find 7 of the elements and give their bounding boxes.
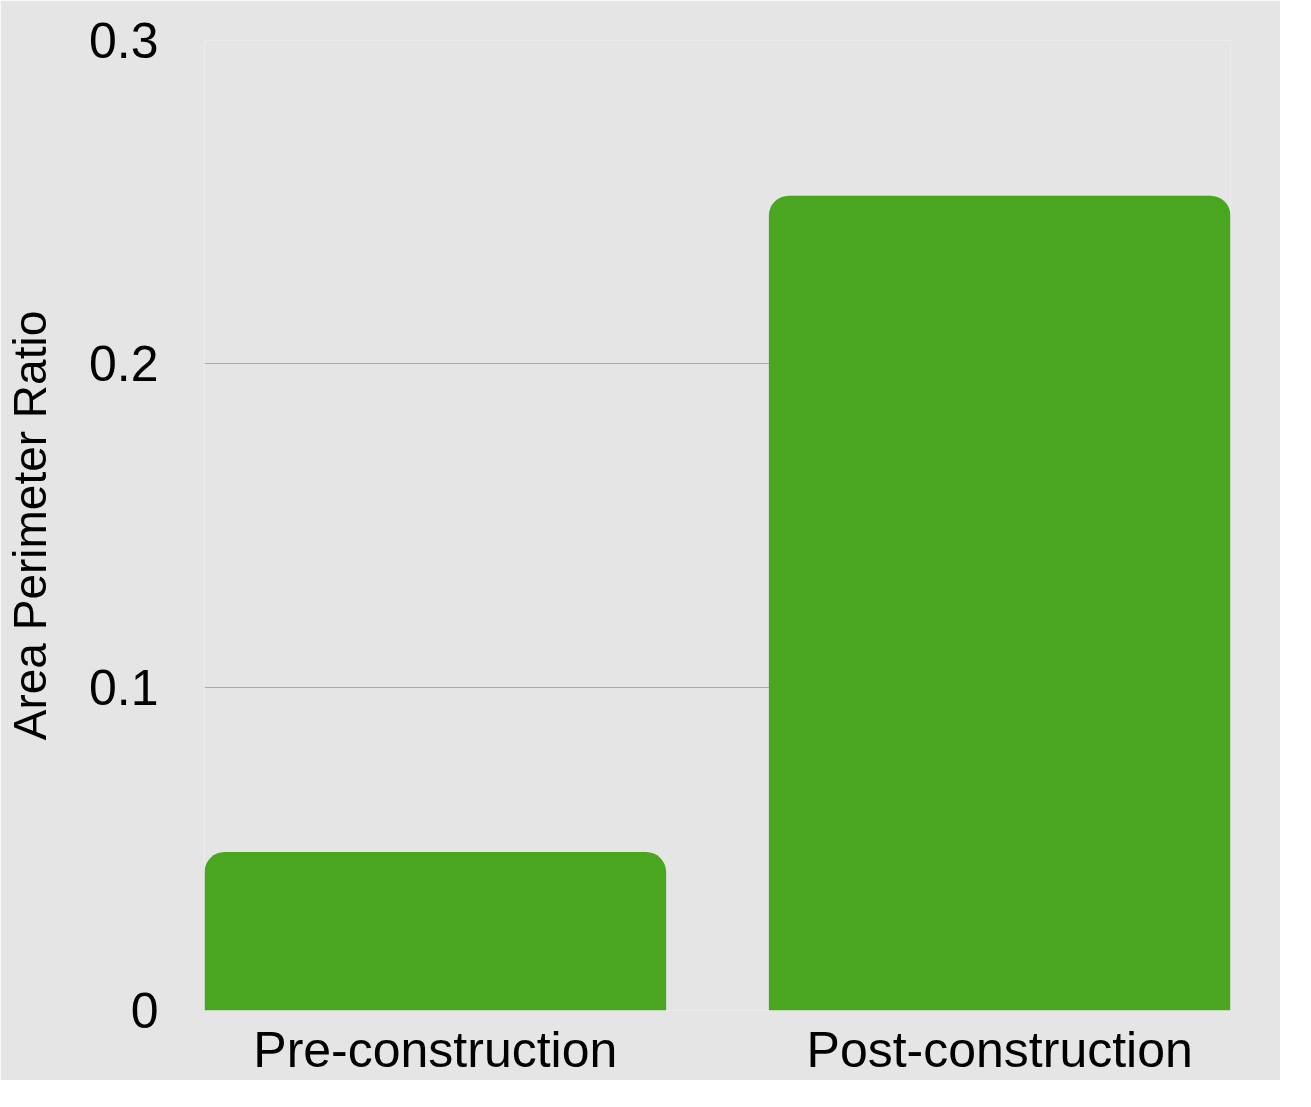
x-tick-label: Post-construction [806,1021,1193,1078]
y-axis-title: Area Perimeter Ratio [3,310,56,741]
y-tick-label: 0 [130,983,159,1039]
y-tick-label: 0.3 [88,13,159,69]
y-tick-label: 0.1 [88,659,159,716]
y-tick-label: 0.2 [88,336,159,393]
x-tick-label: Pre-construction [253,1021,618,1078]
